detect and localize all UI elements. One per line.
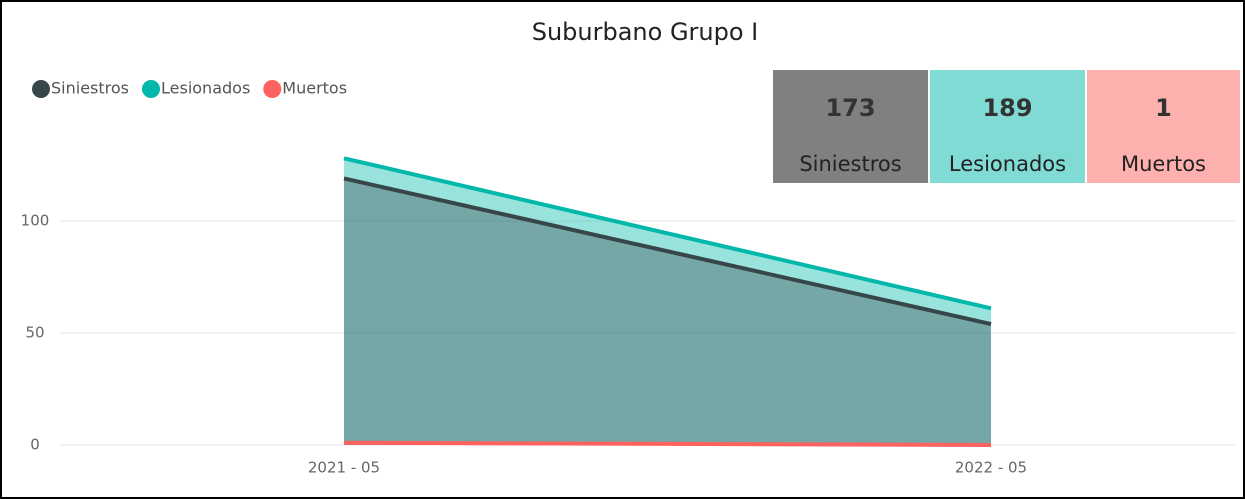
area	[344, 158, 991, 445]
line	[343, 156, 992, 311]
y-tick-label: 100	[21, 212, 50, 230]
x-tick-label: 2022 - 05	[955, 459, 1027, 477]
kpi-label: Muertos	[1121, 152, 1206, 176]
legend-marker	[32, 80, 50, 98]
legend-marker	[142, 80, 160, 98]
kpi-value: 189	[982, 94, 1032, 122]
y-tick-label: 0	[30, 436, 40, 454]
legend-marker	[263, 80, 282, 98]
kpi-card	[1087, 70, 1240, 183]
kpi-value: 173	[825, 94, 875, 122]
kpi-card	[930, 70, 1085, 183]
kpi-label: Lesionados	[949, 152, 1066, 176]
area	[344, 178, 991, 445]
line	[343, 440, 992, 447]
legend-label: Lesionados	[161, 79, 250, 98]
line	[343, 176, 992, 326]
kpi-label: Siniestros	[799, 152, 901, 176]
x-tick-label: 2021 - 05	[308, 459, 380, 477]
legend-label: Muertos	[282, 79, 347, 98]
kpi-value: 1	[1155, 94, 1172, 122]
legend-label: Siniestros	[51, 79, 129, 98]
y-tick-label: 50	[25, 324, 44, 342]
kpi-card	[773, 70, 928, 183]
chart-title: Suburbano Grupo I	[532, 18, 759, 46]
